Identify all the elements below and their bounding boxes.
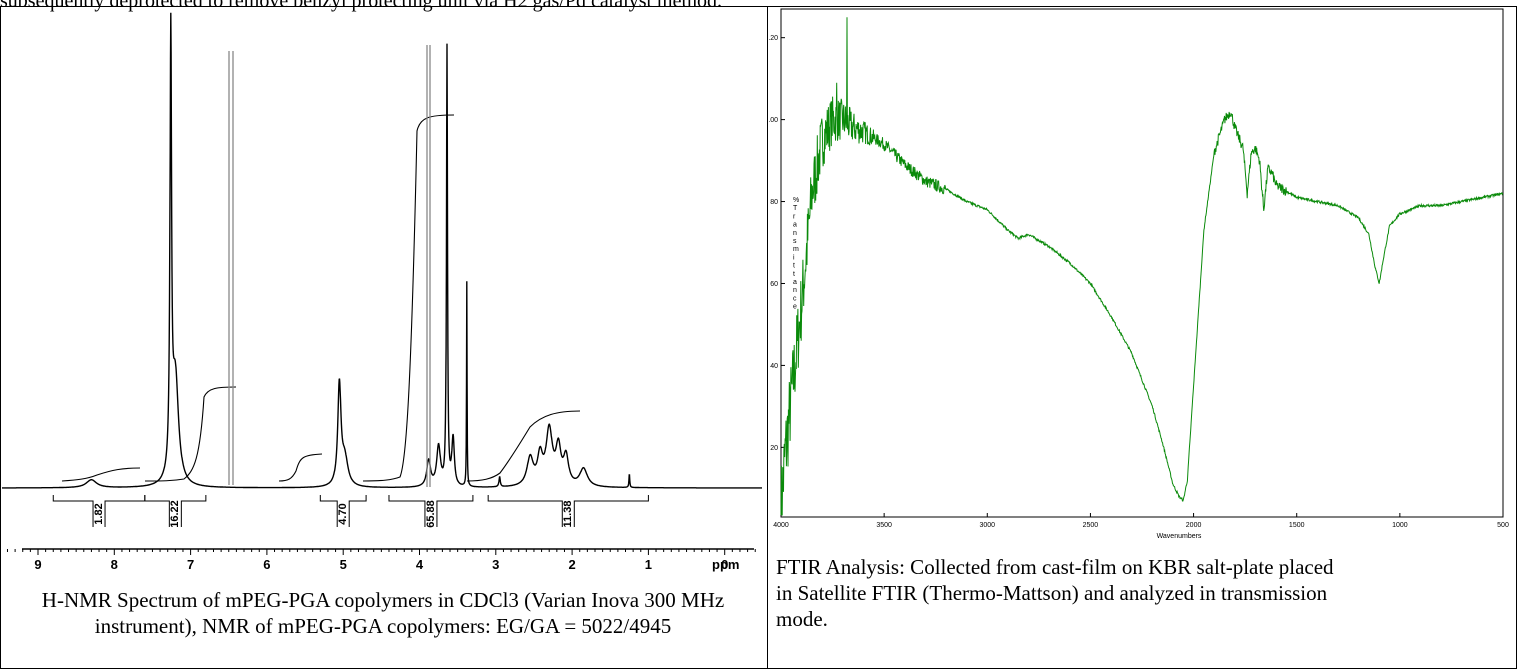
ftir-y-tick-label: 120 [769,35,778,42]
ftir-x-tick-label: 500 [1497,522,1509,529]
ftir-y-tick-label: 20 [770,445,778,452]
ppm-tick-label: 5 [340,557,347,572]
nmr-caption: H-NMR Spectrum of mPEG-PGA copolymers in… [41,588,725,638]
integral-bracket [388,495,474,527]
ppm-tick-label: 6 [263,557,270,572]
ftir-x-axis-label: Wavenumbers [1157,533,1202,540]
ppm-tick-label: 9 [34,557,41,572]
ppm-tick-label: 0 [721,557,728,572]
ftir-x-tick-label: 3000 [979,522,995,529]
nmr-spectrum: 1.82 16.22 4.70 65.88 11.38 9 8 7 6 5 4 3 2 1 0 ppm [2,12,762,572]
integral-value-label: 4.70 [337,503,349,524]
ftir-spectrum-trace [780,17,1504,516]
ppm-tick-label: 8 [111,557,118,572]
ppm-tick-label: 1 [645,557,652,572]
ftir-y-tick-label: 100 [769,117,778,124]
nmr-spectrum-trace [2,12,762,489]
integral-value-label: 16.22 [169,500,181,528]
ftir-x-tick-label: 2500 [1083,522,1099,529]
ftir-y-tick-label: 60 [770,281,778,288]
ftir-spectrum: 20 40 60 80 100 120 4000 3500 3000 2500 2000 1500 1… [769,8,1509,540]
ftir-y-tick-label: 80 [770,199,778,206]
ppm-tick-label: 3 [492,557,499,572]
ppm-tick-label: 7 [187,557,194,572]
integral-value-label: 1.82 [93,503,105,524]
ftir-x-tick-label: 1500 [1289,522,1305,529]
integral-bracket [319,495,367,527]
ppm-tick-label: 2 [568,557,575,572]
ftir-x-tick-label: 3500 [876,522,892,529]
ftir-x-tick-label: 2000 [1186,522,1202,529]
integral-bracket [144,495,207,527]
ppm-unit-label: ppm [712,557,739,572]
ppm-tick-label: 4 [416,557,424,572]
ftir-x-tick-label: 4000 [773,522,789,529]
ftir-y-tick-label: 40 [770,363,778,370]
ftir-plot-frame [780,8,1504,518]
integral-bracket [487,495,649,527]
table-divider [767,6,768,669]
integral-value-label: 65.88 [425,500,437,528]
ftir-x-tick-label: 1000 [1392,522,1408,529]
ftir-caption: FTIR Analysis: Collected from cast-film … [776,555,1334,631]
integral-value-label: 11.38 [562,501,574,528]
